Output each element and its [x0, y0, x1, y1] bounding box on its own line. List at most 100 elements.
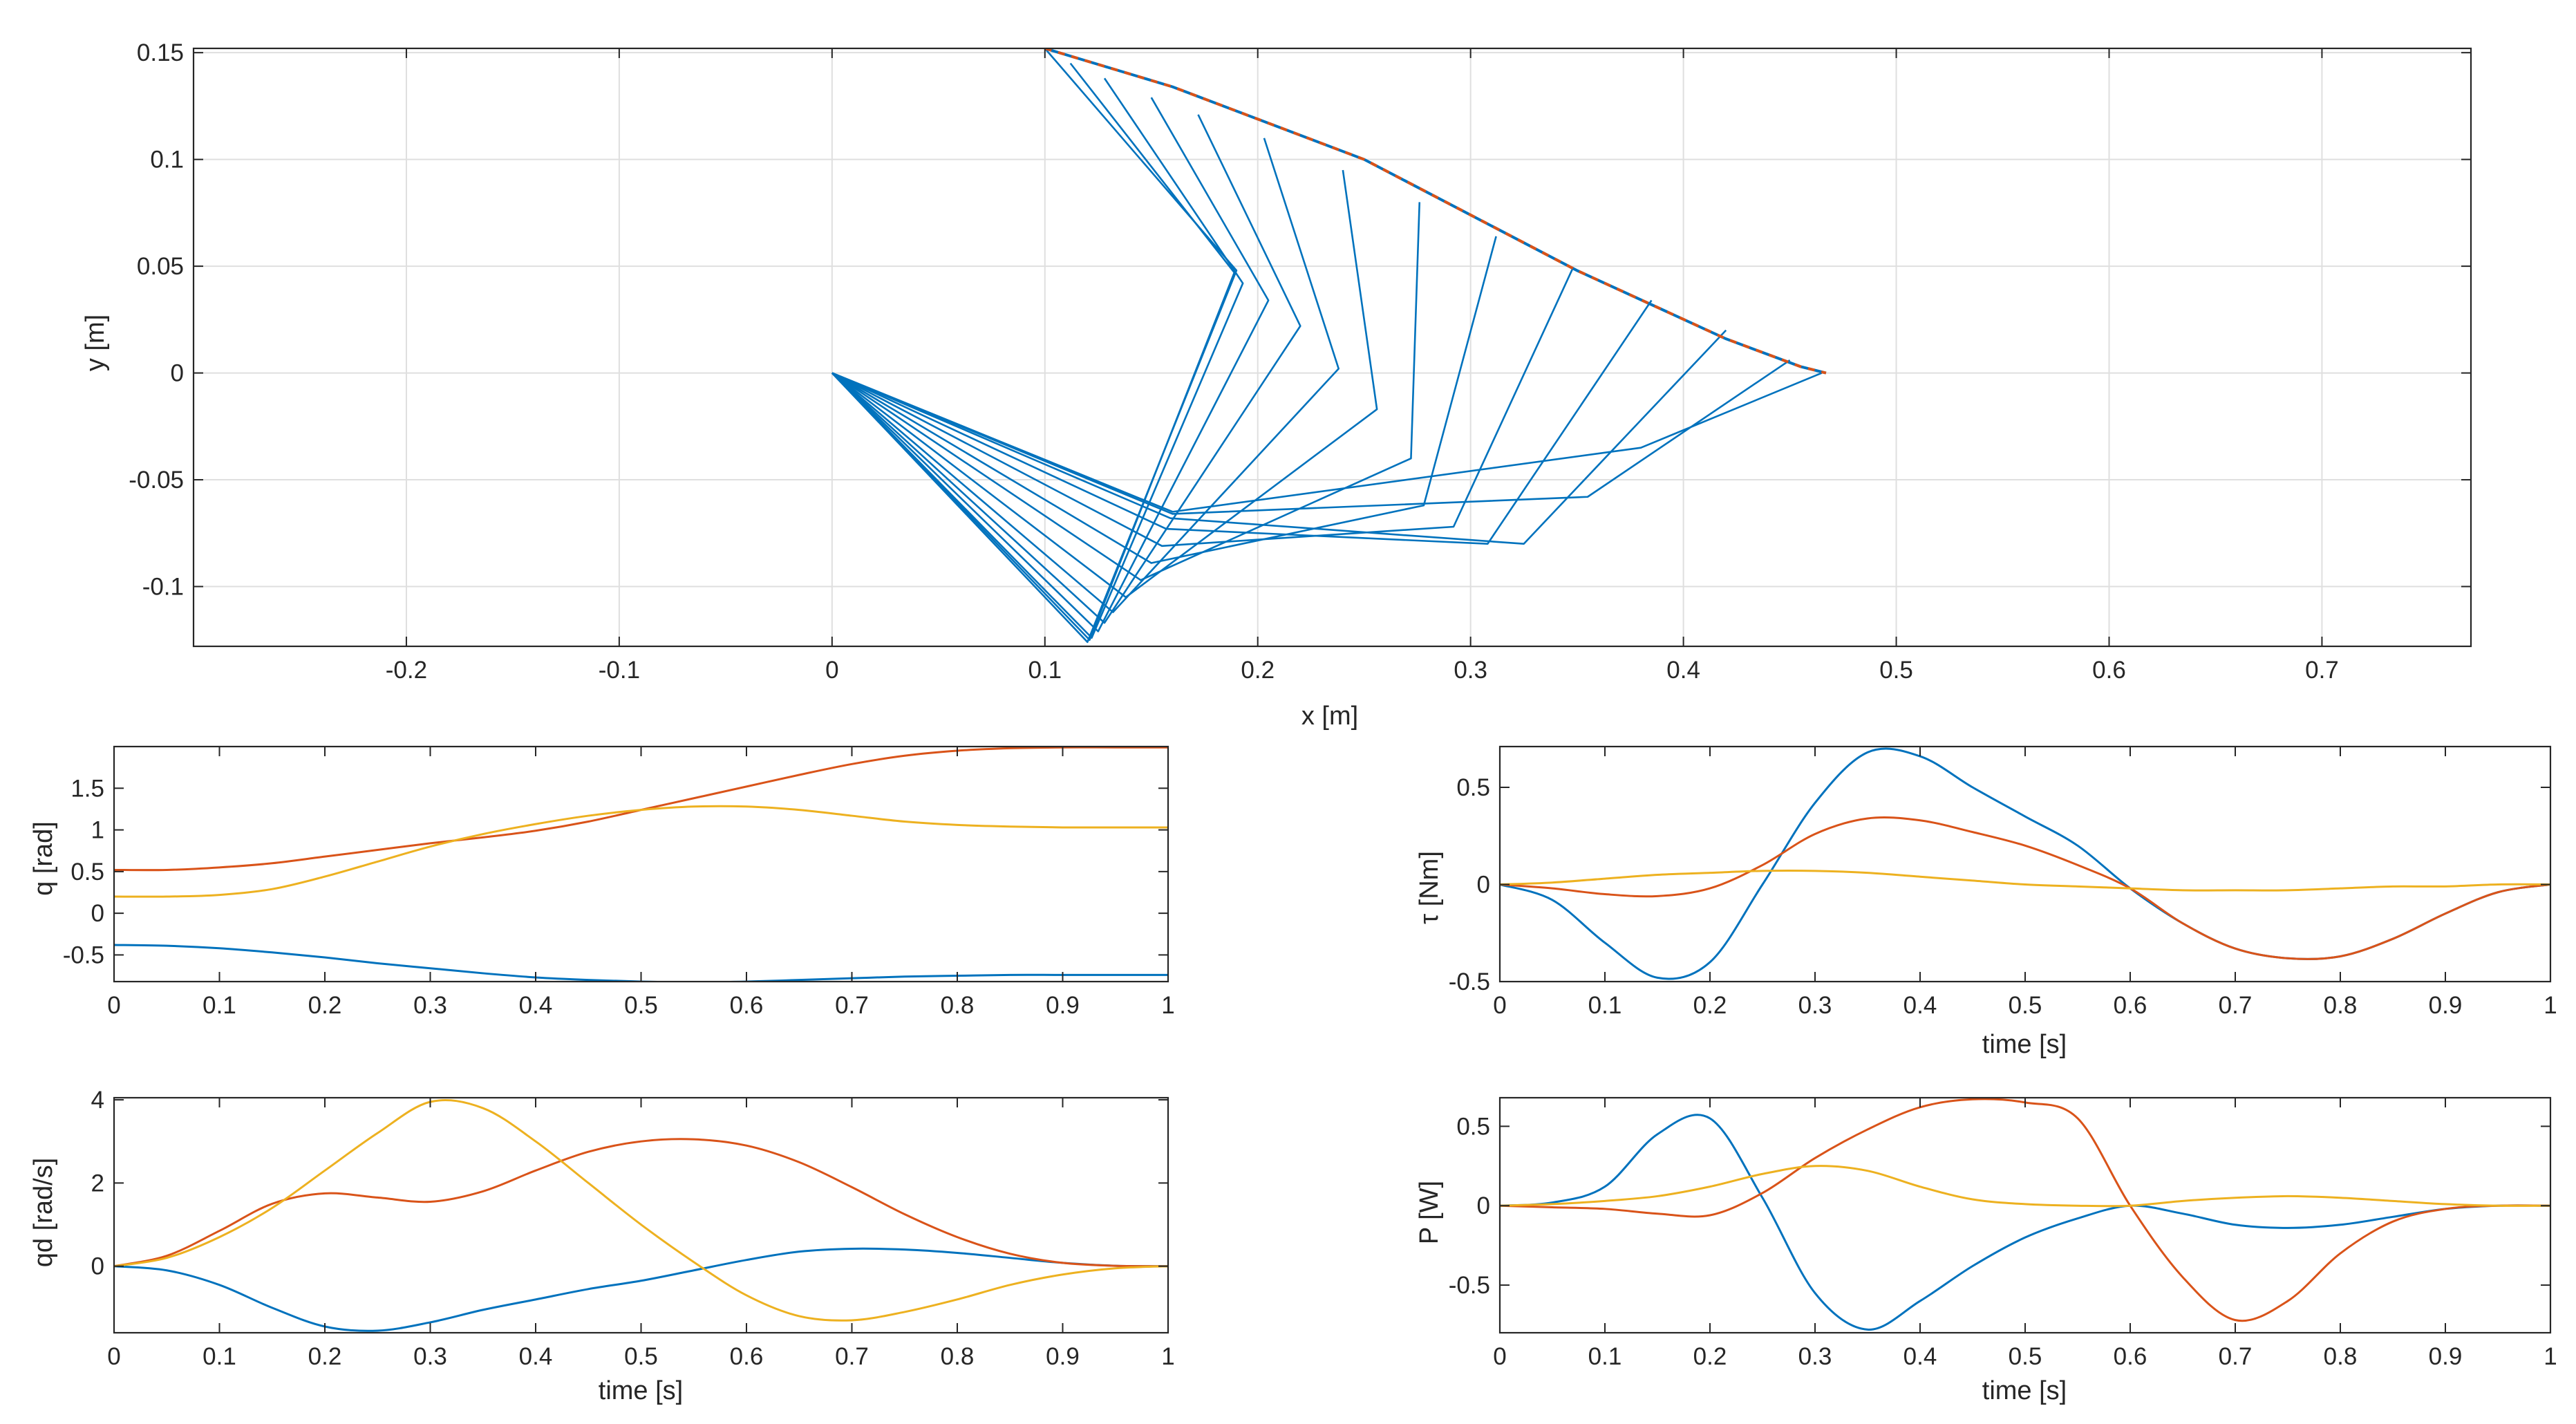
tau-y-tick-label: 0.5 [1456, 774, 1490, 801]
arm-ylabel: y [m] [81, 315, 110, 371]
q-data-layer [114, 747, 1168, 982]
arm-x-tick-label: 0.2 [1241, 657, 1275, 684]
tau-xlabel: time [s] [1982, 1030, 2067, 1059]
arm-pose-line [831, 299, 1653, 545]
tau-plot-area [1500, 747, 2550, 982]
arm-pose-line [831, 202, 1421, 581]
arm-pose-line [831, 97, 1270, 633]
q-y-tick-label: 1 [91, 817, 104, 844]
tau-data-layer [1500, 747, 2550, 980]
tau-x-tick-label: 0.4 [1903, 992, 1937, 1019]
q-y-tick-label: -0.5 [63, 941, 104, 968]
P-plot-area [1500, 1098, 2550, 1333]
tau-y-tick-label: 0 [1477, 872, 1490, 899]
qd-xlabel: time [s] [599, 1376, 683, 1405]
joint-position-plot: q [rad] 0 0.1 0.2 0.3 0.4 0.5 0.6 0.7 0.8 0.9 1 -0.… [29, 745, 1175, 1019]
q-plot-area [114, 747, 1168, 982]
q-x-tick-label: 0.8 [941, 992, 975, 1019]
P-y-tick-label: -0.5 [1449, 1272, 1490, 1299]
q-y-tick-label: 1.5 [70, 775, 104, 802]
P-x-tick-label: 0.8 [2324, 1343, 2358, 1370]
tau-x-tick-label: 0.6 [2114, 992, 2147, 1019]
qd-x-tick-label: 1 [1161, 1343, 1174, 1370]
reference-path [1044, 48, 1827, 375]
tau-x-tick-label: 0.1 [1588, 992, 1622, 1019]
tau-x-tick-label: 0.9 [2429, 992, 2463, 1019]
P-series-blue [1500, 1114, 2550, 1331]
q-x-tick-label: 0.1 [203, 992, 236, 1019]
qd-ylabel: qd [rad/s] [29, 1158, 58, 1267]
P-x-tick-label: 0.9 [2429, 1343, 2463, 1370]
q-ylabel: q [rad] [29, 821, 58, 896]
qd-y-tick-label: 4 [91, 1087, 104, 1114]
P-series-orange [1500, 1098, 2550, 1322]
qd-x-tick-label: 0.4 [519, 1343, 553, 1370]
P-x-tick-label: 1 [2544, 1343, 2557, 1370]
arm-y-tick-label: 0.05 [137, 253, 184, 280]
joint-torque-plot: time [s] τ [Nm] 0 0.1 0.2 0.3 0.4 0.5 0.6 0.7 0.… [1415, 745, 2557, 1059]
qd-y-tick-label: 0 [91, 1253, 104, 1280]
q-series-yellow [114, 805, 1168, 898]
P-ylabel: P [W] [1415, 1181, 1444, 1244]
q-x-tick-label: 0.4 [519, 992, 553, 1019]
arm-x-tick-label: -0.1 [599, 657, 640, 684]
arm-axes-box [192, 47, 2472, 648]
qd-x-tick-label: 0.8 [941, 1343, 975, 1370]
qd-y-tick-label: 2 [91, 1170, 104, 1197]
P-x-tick-label: 0.5 [2009, 1343, 2042, 1370]
qd-x-tick-label: 0.6 [730, 1343, 764, 1370]
q-x-tick-label: 0.2 [308, 992, 342, 1019]
tau-x-tick-label: 0.3 [1798, 992, 1832, 1019]
q-x-tick-label: 0.3 [413, 992, 447, 1019]
tau-y-tick-label: -0.5 [1449, 968, 1490, 995]
P-x-tick-label: 0.7 [2219, 1343, 2253, 1370]
arm-x-tick-label: -0.2 [386, 657, 427, 684]
arm-x-tick-label: 0.1 [1028, 657, 1062, 684]
P-y-tick-label: 0 [1477, 1192, 1490, 1219]
arm-pose-line [831, 329, 1727, 545]
arm-x-tick-label: 0.6 [2092, 657, 2126, 684]
P-x-tick-label: 0.6 [2114, 1343, 2147, 1370]
P-x-tick-label: 0.3 [1798, 1343, 1832, 1370]
tau-x-tick-label: 0.2 [1693, 992, 1727, 1019]
q-x-tick-label: 0 [107, 992, 120, 1019]
P-x-tick-label: 0.2 [1693, 1343, 1727, 1370]
qd-x-tick-label: 0.9 [1046, 1343, 1080, 1370]
tau-x-tick-label: 1 [2544, 992, 2557, 1019]
tau-x-tick-label: 0.8 [2324, 992, 2358, 1019]
q-series-blue [114, 944, 1168, 982]
arm-y-tick-label: 0 [171, 360, 184, 387]
P-x-tick-label: 0.1 [1588, 1343, 1622, 1370]
joint-velocity-plot: time [s] qd [rad/s] 0 0.1 0.2 0.3 0.4 0.5 0.6 0… [29, 1087, 1175, 1405]
arm-y-tick-label: 0.15 [137, 39, 184, 66]
tau-x-tick-label: 0.7 [2219, 992, 2253, 1019]
qd-x-tick-label: 0.1 [203, 1343, 236, 1370]
P-xlabel: time [s] [1982, 1376, 2067, 1405]
q-x-tick-label: 0.5 [624, 992, 658, 1019]
arm-x-tick-label: 0 [825, 657, 838, 684]
arm-xlabel: x [m] [1301, 702, 1358, 731]
arm-pose-line [831, 77, 1244, 639]
qd-x-tick-label: 0.5 [624, 1343, 658, 1370]
arm-pose-line [831, 114, 1301, 624]
arm-y-tick-label: -0.05 [129, 467, 184, 494]
q-y-tick-label: 0.5 [70, 859, 104, 886]
q-x-tick-label: 1 [1161, 992, 1174, 1019]
tau-x-tick-label: 0.5 [2009, 992, 2042, 1019]
qd-x-tick-label: 0.7 [835, 1343, 869, 1370]
arm-trajectory-plot: x [m] y [m] -0.2 -0.1 0 0.1 0.2 0.3 0.4 0.5 0.6 0… [81, 39, 2472, 731]
q-x-tick-label: 0.7 [835, 992, 869, 1019]
tau-series-yellow [1500, 869, 2550, 892]
q-y-tick-label: 0 [91, 900, 104, 927]
arm-pose-line [831, 169, 1378, 599]
qd-x-tick-label: 0.3 [413, 1343, 447, 1370]
qd-series-yellow [114, 1099, 1168, 1322]
qd-x-tick-label: 0.2 [308, 1343, 342, 1370]
qd-x-tick-label: 0 [107, 1343, 120, 1370]
arm-x-tick-label: 0.5 [1879, 657, 1913, 684]
tau-series-orange [1500, 816, 2550, 960]
qd-series-blue [114, 1247, 1168, 1332]
P-data-layer [1500, 1098, 2550, 1331]
tau-ylabel: τ [Nm] [1415, 851, 1444, 924]
P-y-tick-label: 0.5 [1456, 1113, 1490, 1140]
